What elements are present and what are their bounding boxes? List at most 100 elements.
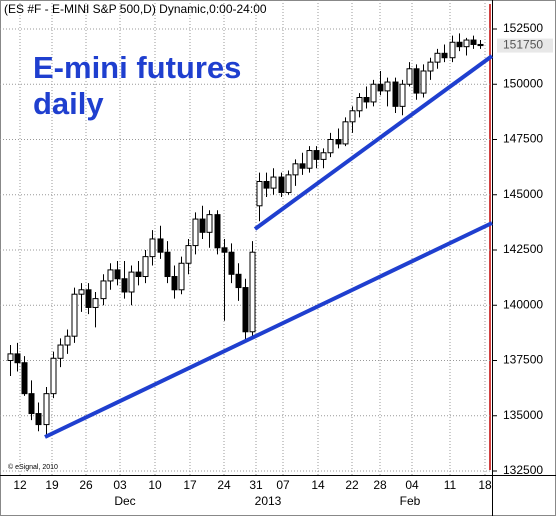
x-tick-label: 26 xyxy=(79,478,93,492)
candle-body xyxy=(377,83,384,92)
candle-body xyxy=(7,353,14,361)
candle-body xyxy=(228,251,235,275)
candle-body xyxy=(21,362,28,395)
candle-body xyxy=(335,139,342,145)
month-label: 2013 xyxy=(255,494,282,508)
candle-body xyxy=(249,251,256,333)
last-price-label: 151750 xyxy=(503,38,543,52)
candle-body xyxy=(392,81,399,107)
candle-body xyxy=(14,353,21,364)
candle-body xyxy=(427,61,434,72)
candle-body xyxy=(164,251,171,278)
candle-body xyxy=(327,139,334,154)
candle-body xyxy=(57,344,64,359)
candle-body xyxy=(270,176,277,189)
candle-body xyxy=(363,97,370,103)
last-price-box xyxy=(497,38,553,53)
candle-body xyxy=(43,393,50,426)
annotation: daily xyxy=(33,86,104,121)
candle-body xyxy=(142,256,149,278)
trend-line xyxy=(44,221,493,439)
x-tick-label: 12 xyxy=(13,478,27,492)
x-tick-label: 07 xyxy=(276,478,290,492)
candle-body xyxy=(242,287,249,333)
candle-body xyxy=(135,271,142,278)
candle-body xyxy=(456,41,463,48)
candle-body xyxy=(71,293,78,337)
candle-body xyxy=(92,298,99,308)
candle-body xyxy=(221,247,228,253)
candle-body xyxy=(420,70,427,94)
candle-body xyxy=(206,214,213,233)
x-tick-label: 22 xyxy=(345,478,359,492)
trend-line xyxy=(253,54,494,231)
candle-body xyxy=(256,180,263,207)
candle-body xyxy=(370,83,377,103)
candle-body xyxy=(114,269,121,280)
candle-body xyxy=(235,273,242,289)
month-label: Feb xyxy=(400,494,421,508)
y-tick-label: 142500 xyxy=(503,242,543,256)
candle-body xyxy=(463,39,470,48)
y-tick-label: 145000 xyxy=(503,187,543,201)
candle-body xyxy=(292,163,299,176)
candle-body xyxy=(399,83,406,107)
candle-body xyxy=(199,218,206,233)
candle-body xyxy=(121,278,128,293)
candle-body xyxy=(85,289,92,308)
x-tick-label: 24 xyxy=(217,478,231,492)
candle-body xyxy=(470,39,477,45)
y-tick-label: 135000 xyxy=(503,408,543,422)
candle-body xyxy=(107,269,114,282)
candle-body xyxy=(214,214,221,249)
x-tick-label: 18 xyxy=(478,478,492,492)
x-tick-label: 03 xyxy=(113,478,127,492)
candle-body xyxy=(299,163,306,169)
x-tick-label: 11 xyxy=(444,478,457,492)
candle-body xyxy=(342,121,349,145)
y-tick-label: 152500 xyxy=(503,21,543,35)
candle-body xyxy=(178,262,185,291)
y-tick-label: 150000 xyxy=(503,76,543,90)
candle-body xyxy=(192,218,199,247)
y-tick-label: 147500 xyxy=(503,132,543,146)
candle-body xyxy=(64,335,71,346)
candle-body xyxy=(356,97,363,112)
candle-body xyxy=(263,180,270,189)
x-tick-label: 17 xyxy=(183,478,197,492)
candle-body xyxy=(477,43,484,47)
chart-title: (ES #F - E-MINI S&P 500,D) Dynamic,0:00-… xyxy=(4,2,267,16)
candle-body xyxy=(349,110,356,123)
candle-body xyxy=(320,152,327,160)
candle-body xyxy=(449,41,456,59)
x-tick-label: 04 xyxy=(405,478,419,492)
candle-body xyxy=(50,357,57,395)
candle-body xyxy=(434,52,441,63)
candle-body xyxy=(171,276,178,291)
y-tick-label: 140000 xyxy=(503,297,543,311)
candle-body xyxy=(285,174,292,194)
candle-body xyxy=(313,150,320,160)
credit: © eSignal, 2010 xyxy=(8,463,58,471)
candle-body xyxy=(157,238,164,253)
candle-body xyxy=(441,52,448,59)
candle-body xyxy=(406,68,413,85)
x-tick-label: 28 xyxy=(373,478,387,492)
x-tick-label: 10 xyxy=(148,478,162,492)
month-label: Dec xyxy=(114,494,135,508)
x-tick-label: 19 xyxy=(45,478,59,492)
y-tick-label: 137500 xyxy=(503,353,543,367)
candle-body xyxy=(413,68,420,94)
x-tick-label: 31 xyxy=(249,478,263,492)
y-tick-label: 132500 xyxy=(503,463,543,477)
x-tick-label: 14 xyxy=(311,478,325,492)
candle-body xyxy=(35,413,42,426)
candle-body xyxy=(78,289,85,295)
candle-body xyxy=(278,176,285,194)
candle-body xyxy=(306,150,313,169)
candle-body xyxy=(149,238,156,258)
annotation: E-mini futures xyxy=(33,50,241,85)
candle-body xyxy=(100,280,107,300)
